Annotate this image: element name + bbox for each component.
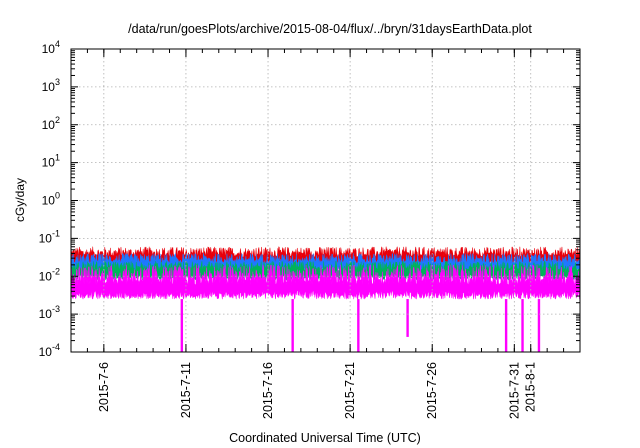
series-drop bbox=[180, 299, 184, 352]
x-tick-label: 2015-8-1 bbox=[524, 362, 538, 412]
y-tick-label: 10-1 bbox=[39, 228, 60, 245]
y-tick-label: 100 bbox=[42, 191, 60, 208]
tick-layer: 10-4 10-3 10-2 10-1 100 101 102 103 104 2015-7-6 2… bbox=[39, 39, 580, 419]
series-drop bbox=[406, 299, 409, 337]
x-axis-label: Coordinated Universal Time (UTC) bbox=[229, 431, 421, 445]
x-tick-label: 2015-7-6 bbox=[97, 362, 111, 412]
plot-layer bbox=[70, 246, 581, 352]
y-tick-label: 10-3 bbox=[39, 304, 60, 321]
x-tick-label: 2015-7-26 bbox=[425, 362, 439, 419]
series-drop bbox=[537, 299, 541, 352]
x-tick-label: 2015-7-16 bbox=[261, 362, 275, 419]
series-drop bbox=[357, 299, 360, 352]
x-tick-label: 2015-7-21 bbox=[343, 362, 357, 419]
y-tick-label: 104 bbox=[42, 39, 60, 56]
y-axis-label: cGy/day bbox=[13, 178, 27, 222]
grid-layer bbox=[71, 49, 580, 352]
y-tick-label: 101 bbox=[42, 153, 60, 170]
x-tick-label: 2015-7-31 bbox=[507, 362, 521, 419]
series-drop bbox=[504, 299, 508, 352]
x-tick-label: 2015-7-11 bbox=[179, 362, 193, 418]
y-tick-label: 102 bbox=[42, 115, 60, 132]
chart-title: /data/run/goesPlots/archive/2015-08-04/f… bbox=[128, 22, 532, 36]
series-drop bbox=[291, 299, 294, 352]
y-tick-label: 10-2 bbox=[39, 266, 60, 283]
series-drop bbox=[521, 299, 524, 352]
y-tick-label: 103 bbox=[42, 77, 60, 94]
y-tick-label: 10-4 bbox=[39, 342, 60, 359]
